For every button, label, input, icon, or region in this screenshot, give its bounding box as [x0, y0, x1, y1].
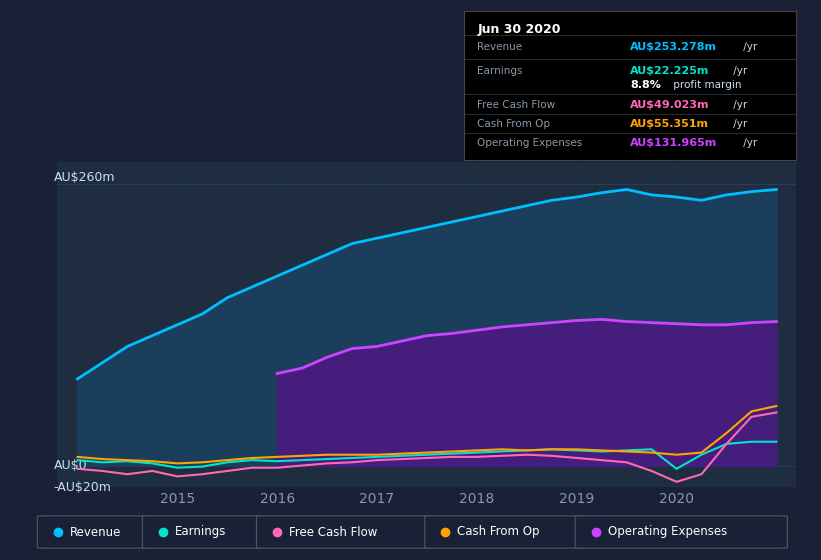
FancyBboxPatch shape	[38, 516, 150, 548]
Text: /yr: /yr	[730, 119, 747, 129]
Text: Operating Expenses: Operating Expenses	[608, 525, 727, 539]
Text: AU$0: AU$0	[54, 459, 87, 472]
Text: AU$253.278m: AU$253.278m	[631, 42, 717, 52]
Text: Cash From Op: Cash From Op	[457, 525, 540, 539]
Text: AU$49.023m: AU$49.023m	[631, 100, 709, 110]
Text: -AU$20m: -AU$20m	[54, 480, 112, 494]
Text: Revenue: Revenue	[70, 525, 122, 539]
FancyBboxPatch shape	[424, 516, 583, 548]
Text: AU$131.965m: AU$131.965m	[631, 138, 718, 148]
Text: /yr: /yr	[740, 42, 757, 52]
Text: /yr: /yr	[730, 100, 747, 110]
FancyBboxPatch shape	[576, 516, 787, 548]
Text: AU$55.351m: AU$55.351m	[631, 119, 709, 129]
Text: AU$22.225m: AU$22.225m	[631, 66, 709, 76]
Text: Free Cash Flow: Free Cash Flow	[477, 100, 555, 110]
Text: Cash From Op: Cash From Op	[477, 119, 550, 129]
FancyBboxPatch shape	[256, 516, 433, 548]
Text: AU$260m: AU$260m	[54, 171, 115, 184]
Text: Operating Expenses: Operating Expenses	[477, 138, 582, 148]
Text: profit margin: profit margin	[670, 81, 741, 90]
Text: Revenue: Revenue	[477, 42, 522, 52]
Text: 8.8%: 8.8%	[631, 81, 661, 90]
Text: /yr: /yr	[740, 138, 757, 148]
Text: Jun 30 2020: Jun 30 2020	[477, 23, 561, 36]
Text: Free Cash Flow: Free Cash Flow	[289, 525, 378, 539]
Text: Earnings: Earnings	[175, 525, 227, 539]
Text: Earnings: Earnings	[477, 66, 523, 76]
Text: /yr: /yr	[730, 66, 747, 76]
FancyBboxPatch shape	[142, 516, 264, 548]
